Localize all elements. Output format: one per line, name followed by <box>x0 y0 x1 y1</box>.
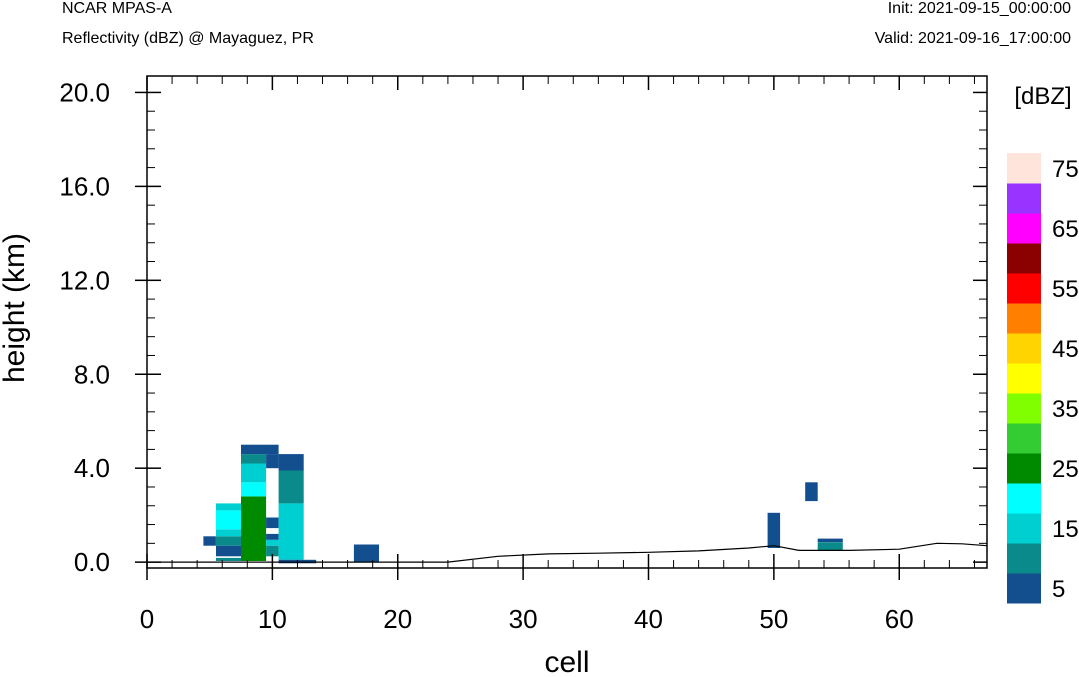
colorbar-swatch <box>1007 213 1041 244</box>
colorbar-label: 65 <box>1052 216 1079 243</box>
reflectivity-cell-13 <box>266 539 279 546</box>
reflectivity-cell-18 <box>278 470 304 504</box>
y-axis-label: height (km) <box>0 233 31 383</box>
reflectivity-cell-6 <box>216 557 242 561</box>
colorbar-swatch <box>1007 423 1041 454</box>
y-tick-label: 12.0 <box>59 265 110 295</box>
y-tick-label: 8.0 <box>74 359 110 389</box>
colorbar-swatch <box>1007 333 1041 364</box>
colorbar: 5 15 25 35 45 55 65 75 <box>1007 153 1079 604</box>
colorbar-label: 55 <box>1052 276 1079 303</box>
colorbar-swatch <box>1007 363 1041 394</box>
reflectivity-cell-17 <box>278 503 304 560</box>
reflectivity-cell-21 <box>353 544 379 563</box>
reflectivity-cell-7 <box>241 496 267 561</box>
reflectivity-cell-1 <box>216 545 242 557</box>
x-tick-label: 30 <box>509 604 538 634</box>
valid-time: Valid: 2021-09-16_17:00:00 <box>874 30 1071 47</box>
reflectivity-cell-4 <box>216 510 242 530</box>
x-axis-label: cell <box>544 646 589 677</box>
colorbar-swatch <box>1007 303 1041 334</box>
reflectivity-cell-25 <box>817 542 843 551</box>
colorbar-swatch <box>1007 243 1041 274</box>
reflectivity-cell-10 <box>241 454 267 464</box>
colorbar-title: [dBZ] <box>1014 83 1071 110</box>
axes: 0 10 20 30 40 50 60 0.0 4.0 8.0 12.0 16.0 20.0 <box>59 75 988 634</box>
reflectivity-cell-16 <box>266 454 279 469</box>
reflectivity-cell-0 <box>203 536 216 546</box>
colorbar-swatch <box>1007 573 1041 604</box>
colorbar-swatch <box>1007 393 1041 424</box>
reflectivity-cell-19 <box>278 454 304 471</box>
colorbar-swatch <box>1007 183 1041 214</box>
reflectivity-cell-15 <box>266 517 279 529</box>
colorbar-swatch <box>1007 513 1041 544</box>
reflectivity-cell-3 <box>216 529 242 537</box>
x-tick-label: 0 <box>140 604 154 634</box>
colorbar-swatch <box>1007 453 1041 484</box>
x-tick-label: 50 <box>759 604 788 634</box>
x-tick-label: 20 <box>383 604 412 634</box>
reflectivity-cells <box>203 444 843 564</box>
reflectivity-cell-22 <box>767 512 781 548</box>
colorbar-label: 25 <box>1052 456 1079 483</box>
x-tick-label: 60 <box>885 604 914 634</box>
reflectivity-cell-5 <box>216 503 242 511</box>
plot-subtitle: Reflectivity (dBZ) @ Mayaguez, PR <box>62 30 314 47</box>
colorbar-label: 75 <box>1052 156 1079 183</box>
colorbar-label: 45 <box>1052 336 1079 363</box>
reflectivity-cell-14 <box>266 533 279 540</box>
model-title: NCAR MPAS-A <box>62 0 172 17</box>
colorbar-label: 15 <box>1052 516 1079 543</box>
reflectivity-cell-9 <box>241 463 267 483</box>
colorbar-label: 35 <box>1052 396 1079 423</box>
plot-frame <box>146 75 988 569</box>
colorbar-swatch <box>1007 153 1041 184</box>
reflectivity-cell-23 <box>805 482 818 502</box>
init-time: Init: 2021-09-15_00:00:00 <box>887 0 1071 17</box>
reflectivity-cell-8 <box>241 482 267 497</box>
x-tick-label: 10 <box>258 604 287 634</box>
reflectivity-cell-24 <box>817 538 843 543</box>
reflectivity-cell-12 <box>266 545 279 557</box>
y-tick-label: 16.0 <box>59 171 110 201</box>
reflectivity-cell-2 <box>216 536 242 546</box>
x-tick-label: 40 <box>634 604 663 634</box>
y-tick-label: 4.0 <box>74 453 110 483</box>
reflectivity-cell-11 <box>241 444 279 455</box>
colorbar-swatch <box>1007 483 1041 514</box>
terrain-line <box>147 542 988 563</box>
colorbar-label: 5 <box>1052 576 1065 603</box>
colorbar-swatch <box>1007 273 1041 304</box>
y-tick-label: 0.0 <box>74 547 110 577</box>
colorbar-swatch <box>1007 543 1041 574</box>
y-tick-label: 20.0 <box>59 77 110 107</box>
